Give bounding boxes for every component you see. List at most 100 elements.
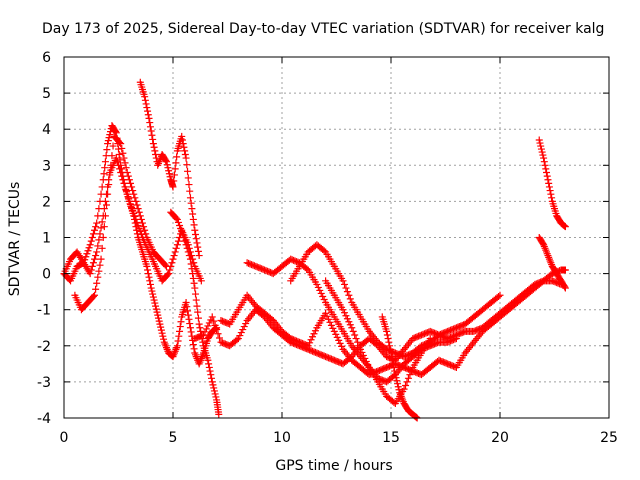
data-point-interp (165, 170, 173, 178)
data-point (348, 324, 356, 332)
data-point-interp (389, 360, 397, 368)
data-point-interp (172, 214, 180, 222)
data-point-interp (193, 302, 201, 310)
data-point-interp (188, 265, 196, 273)
data-point (215, 410, 223, 418)
data-point (561, 266, 569, 274)
data-point-interp (184, 174, 192, 182)
data-point-interp (403, 378, 411, 386)
data-point-interp (537, 142, 545, 150)
data-point-interp (545, 179, 553, 187)
data-point-interp (213, 326, 221, 334)
data-point-interp (542, 165, 550, 173)
data-point-interp (212, 324, 220, 332)
data-point-interp (119, 149, 127, 157)
data-point-interp (166, 266, 174, 274)
y-tick-label: 3 (42, 158, 51, 174)
data-point-interp (560, 221, 568, 229)
x-axis-label: GPS time / hours (275, 458, 392, 474)
data-point-interp (192, 235, 200, 243)
data-point (186, 255, 194, 263)
data-point-interp (205, 360, 213, 368)
data-point (178, 132, 186, 140)
data-point-interp (537, 145, 545, 153)
data-point-interp (174, 337, 182, 345)
data-point-interp (183, 303, 191, 311)
data-point (182, 298, 190, 306)
data-point-interp (182, 241, 190, 249)
data-point-interp (211, 321, 219, 329)
data-point-interp (181, 147, 189, 155)
data-point (208, 378, 216, 386)
data-point-interp (157, 326, 165, 334)
data-point-interp (152, 305, 160, 313)
data-point (400, 385, 408, 393)
data-point-interp (173, 241, 181, 249)
data-point (152, 302, 160, 310)
y-tick-label: 5 (42, 86, 51, 102)
data-point-interp (207, 371, 215, 379)
data-point-interp (233, 336, 241, 344)
data-point-interp (95, 267, 103, 275)
y-tick-label: 1 (42, 231, 51, 247)
data-point-interp (174, 218, 182, 226)
data-point-interp (184, 248, 192, 256)
x-tick-label: 0 (60, 430, 69, 446)
data-point-interp (359, 351, 367, 359)
data-point-interp (392, 374, 400, 382)
data-point-interp (126, 179, 134, 187)
data-point-interp (120, 154, 128, 162)
data-point-interp (122, 187, 130, 195)
data-point-interp (212, 393, 220, 401)
series-track-8 (243, 255, 460, 386)
data-point (208, 313, 216, 321)
data-point-interp (161, 261, 169, 269)
data-point-interp (160, 335, 168, 343)
data-point-interp (176, 323, 184, 331)
data-point (200, 331, 208, 339)
data-point-interp (132, 197, 140, 205)
series-track-9 (287, 241, 504, 361)
data-point-interp (323, 312, 331, 320)
data-point (104, 140, 112, 148)
data-point-interp (190, 345, 198, 353)
data-point-interp (166, 173, 174, 181)
data-point-interp (144, 266, 152, 274)
data-point-interp (194, 308, 202, 316)
data-point-interp (109, 142, 117, 150)
data-point (195, 320, 203, 328)
data-point (119, 176, 127, 184)
data-point-interp (158, 329, 166, 337)
data-point-interp (538, 148, 546, 156)
data-point (112, 154, 120, 162)
data-point-interp (211, 390, 219, 398)
data-point-interp (171, 165, 179, 173)
data-point-interp (561, 222, 569, 230)
data-point (125, 197, 133, 205)
data-point (186, 194, 194, 202)
data-point (104, 190, 112, 198)
data-point-interp (540, 158, 548, 166)
data-point-interp (141, 96, 149, 104)
data-point (156, 320, 164, 328)
data-point-interp (345, 318, 353, 326)
data-point (191, 284, 199, 292)
data-point-interp (145, 273, 153, 281)
data-point-interp (189, 341, 197, 349)
data-point-interp (210, 387, 218, 395)
data-point-interp (206, 367, 214, 375)
data-point (162, 158, 170, 166)
data-point (313, 280, 321, 288)
data-point-interp (170, 171, 178, 179)
data-point-interp (133, 201, 141, 209)
data-point-interp (89, 259, 97, 267)
series-track-4 (136, 78, 203, 260)
data-point-interp (89, 230, 97, 238)
data-point-interp (97, 224, 105, 232)
data-point (169, 183, 177, 191)
data-point-interp (205, 363, 213, 371)
data-point-interp (303, 265, 311, 273)
data-point-interp (106, 131, 114, 139)
series-track-10 (322, 277, 434, 408)
